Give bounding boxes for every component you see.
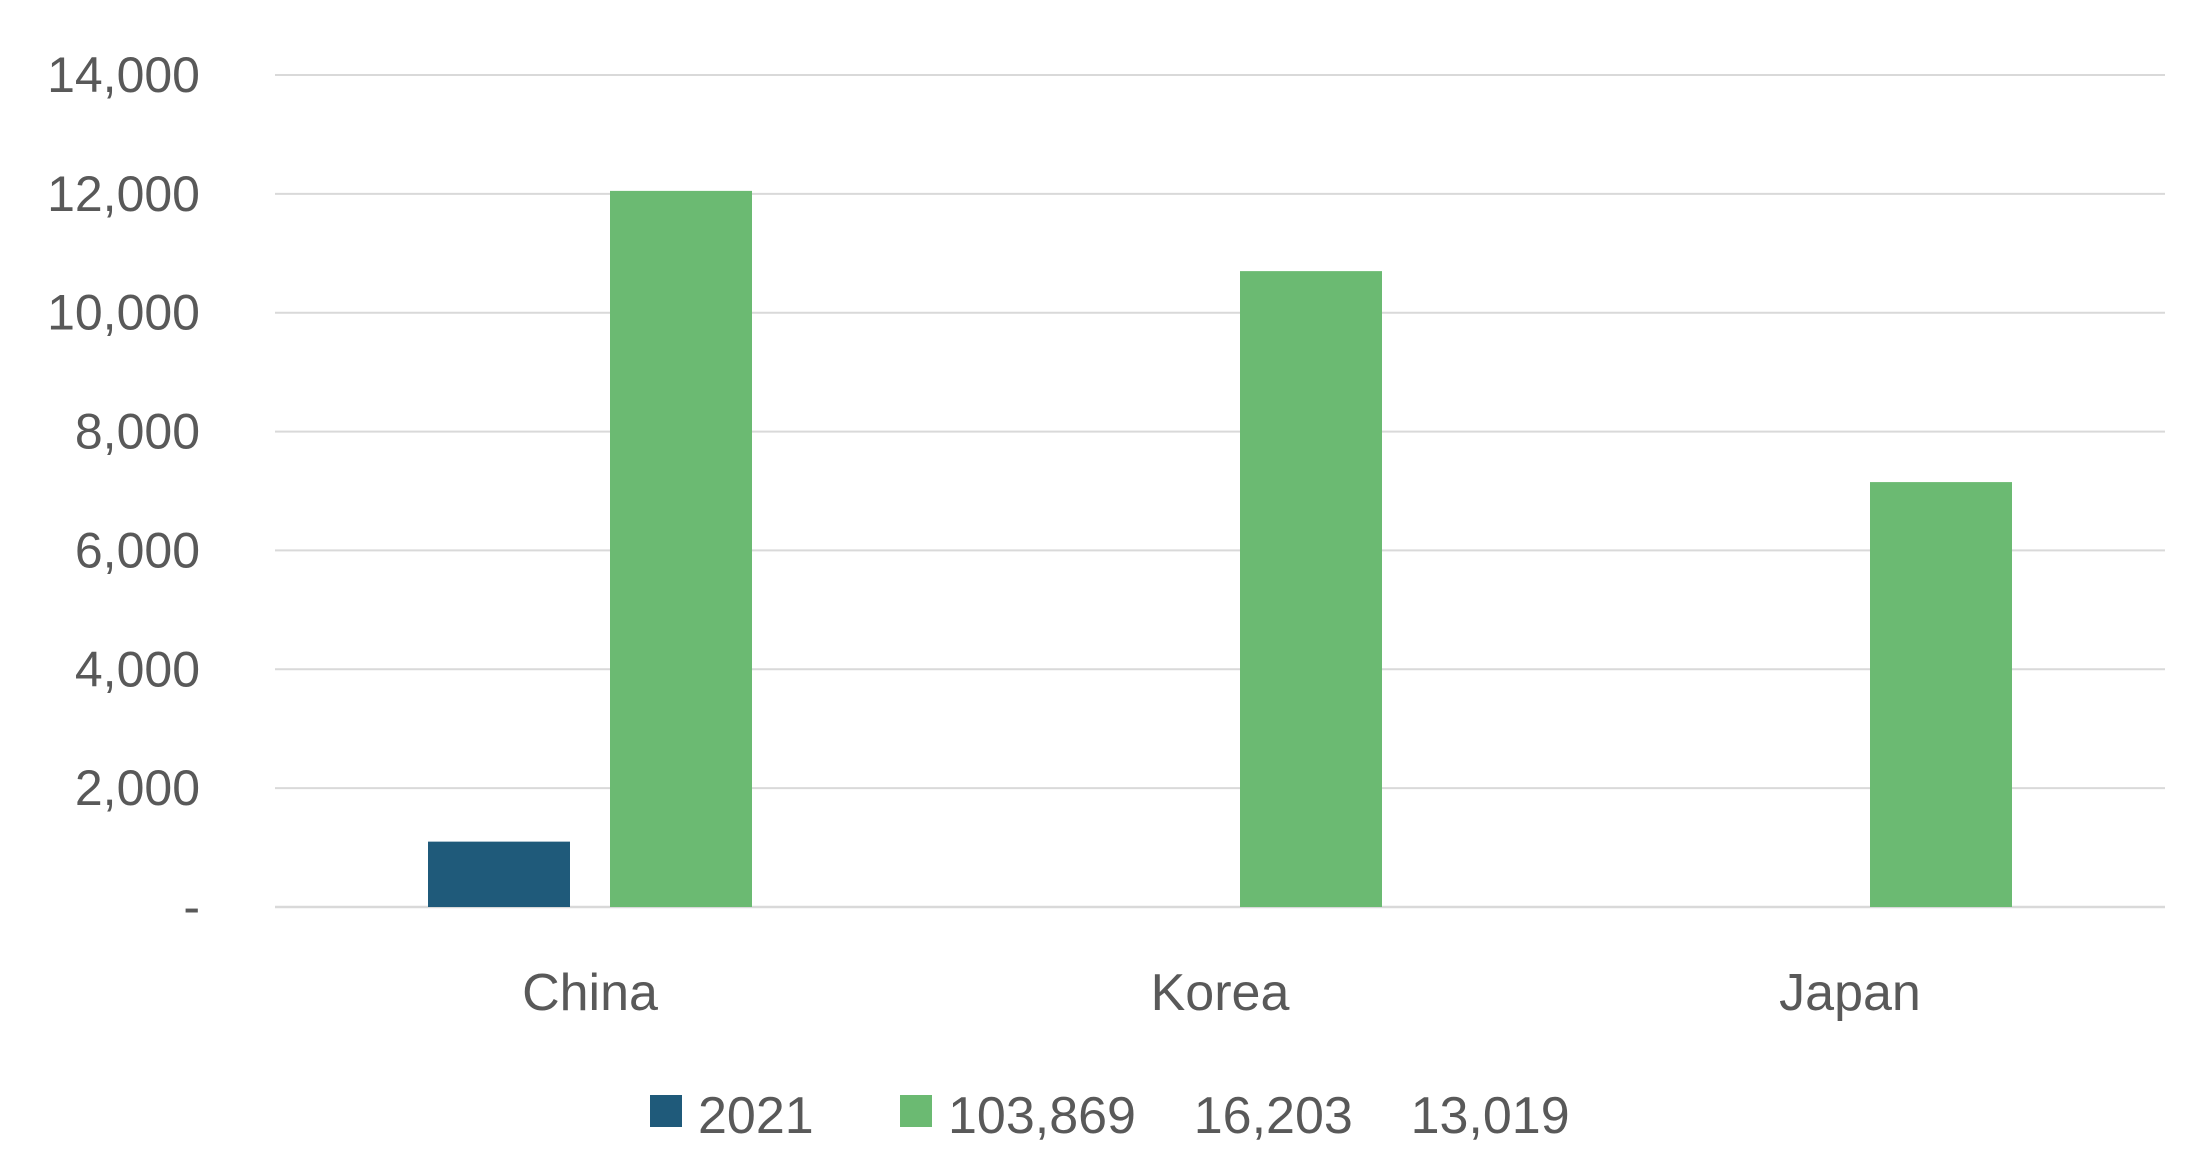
y-tick-label: 10,000 (47, 285, 200, 341)
x-tick-label: Japan (1779, 964, 1921, 1022)
bar-japan-series-1 (1870, 482, 2012, 907)
y-tick-label: 4,000 (75, 641, 200, 697)
y-tick-label: 14,000 (47, 47, 200, 103)
gridlines (275, 74, 2165, 909)
bar-china-series-0 (428, 841, 570, 907)
bar-korea-series-1 (1240, 271, 1382, 908)
bar-china-series-1 (610, 190, 752, 907)
y-tick-label: - (183, 879, 200, 935)
y-tick-label: 6,000 (75, 522, 200, 578)
bars (428, 190, 2012, 908)
x-axis: China Korea Japan (522, 964, 1921, 1022)
legend-label: 2021 (698, 1087, 814, 1145)
legend: 2021 103,869 16,203 13,019 (650, 1087, 1570, 1145)
legend-swatch (650, 1095, 682, 1127)
y-tick-label: 2,000 (75, 760, 200, 816)
y-axis-tick-labels: - 2,000 4,000 6,000 8,000 10,000 12,000 14,000 (47, 47, 200, 935)
x-tick-label: Korea (1151, 964, 1290, 1022)
legend-swatch (900, 1095, 932, 1127)
y-tick-label: 8,000 (75, 404, 200, 460)
x-tick-label: China (522, 964, 658, 1022)
y-tick-label: 12,000 (47, 166, 200, 222)
legend-label: 103,869 16,203 13,019 (948, 1087, 1570, 1145)
